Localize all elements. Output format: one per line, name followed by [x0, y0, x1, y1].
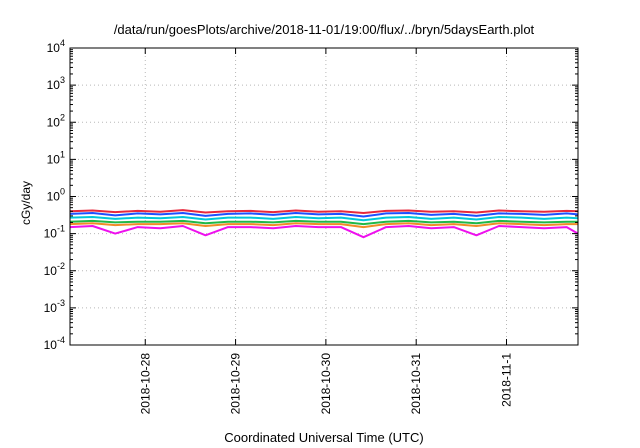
x-tick-label: 2018-11-1 — [500, 353, 514, 407]
series-line — [69, 219, 578, 226]
series-line — [69, 222, 578, 229]
y-tick-label: 101 — [47, 149, 65, 166]
y-tick-label: 104 — [47, 38, 65, 55]
y-tick-label: 10-4 — [44, 335, 65, 352]
y-tick-label: 10-3 — [44, 298, 65, 315]
series-line — [69, 216, 579, 222]
series-line — [69, 225, 579, 239]
y-tick-label: 10-2 — [44, 261, 65, 278]
x-tick-label: 2018-10-30 — [319, 353, 333, 415]
series-line — [69, 212, 579, 218]
x-tick-label: 2018-10-28 — [138, 353, 152, 415]
series-line — [69, 209, 579, 214]
y-axis-label: cGy/day — [19, 181, 33, 225]
x-axis-label: Coordinated Universal Time (UTC) — [224, 430, 423, 445]
series-lines — [69, 209, 579, 239]
chart-title: /data/run/goesPlots/archive/2018-11-01/1… — [114, 22, 535, 37]
y-tick-label: 103 — [47, 75, 65, 92]
y-tick-label: 102 — [47, 112, 65, 129]
x-tick-label: 2018-10-29 — [229, 353, 243, 415]
grid — [70, 48, 578, 345]
y-tick-label: 100 — [47, 187, 65, 204]
y-tick-label: 10-1 — [44, 224, 65, 241]
x-tick-label: 2018-10-31 — [409, 353, 423, 415]
ticks: 10-4 10-3 10-2 10-1 100 101 102 103 104 2018-10-2… — [44, 38, 578, 414]
